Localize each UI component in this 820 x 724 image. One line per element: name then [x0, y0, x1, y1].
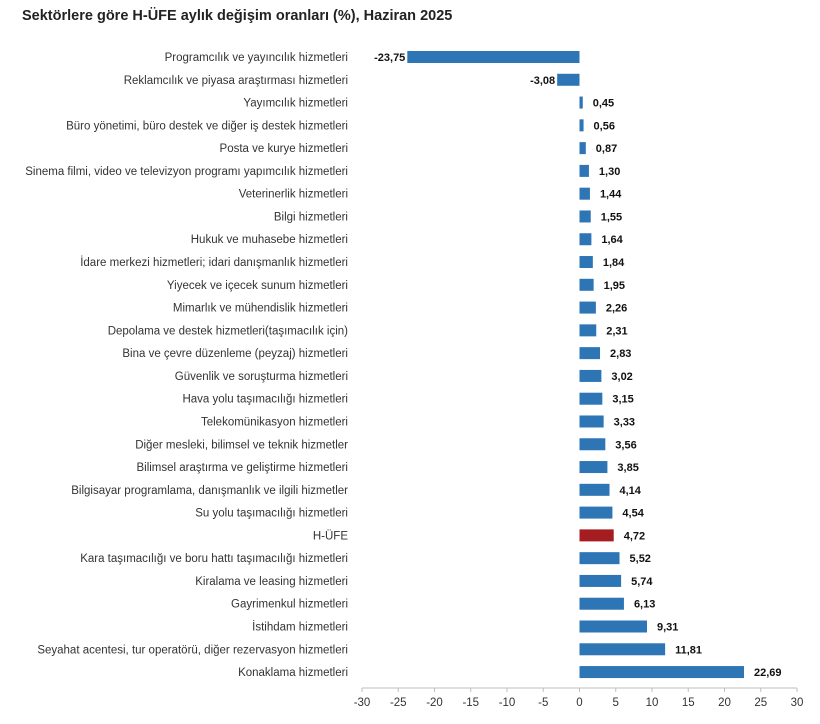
bar: [579, 142, 586, 155]
category-label: Güvenlik ve soruşturma hizmetleri: [175, 371, 348, 383]
bar: [579, 483, 610, 496]
bar: [579, 256, 593, 269]
bar: [579, 369, 602, 382]
x-tick-label: -5: [538, 697, 548, 709]
bar: [557, 73, 580, 86]
category-label: Diğer mesleki, bilimsel ve teknik hizmet…: [135, 439, 348, 451]
value-label: 1,84: [603, 257, 625, 269]
value-label: 11,81: [675, 644, 702, 656]
category-label: Büro yönetimi, büro destek ve diğer iş d…: [66, 120, 348, 132]
bar: [579, 666, 745, 679]
category-label: Bilgisayar programlama, danışmanlık ve i…: [71, 485, 348, 497]
value-label: 2,26: [606, 303, 627, 315]
value-label: 3,15: [612, 394, 633, 406]
category-label: Bilgi hizmetleri: [274, 211, 348, 223]
value-label: 1,55: [601, 211, 622, 223]
category-label: Programcılık ve yayıncılık hizmetleri: [165, 52, 348, 64]
value-label: 1,44: [600, 189, 622, 201]
category-label: Yayımcılık hizmetleri: [243, 98, 348, 110]
value-label: 4,14: [620, 485, 642, 497]
category-label: Hava yolu taşımacılığı hizmetleri: [182, 394, 348, 406]
x-tick-label: -15: [462, 697, 479, 709]
bar: [579, 438, 606, 451]
category-label: Gayrimenkul hizmetleri: [231, 599, 348, 611]
value-label: 0,45: [593, 98, 614, 110]
bar: [579, 552, 620, 565]
category-label: Bilimsel araştırma ve geliştirme hizmetl…: [136, 462, 348, 474]
value-label: 4,72: [624, 530, 645, 542]
category-label: İdare merkezi hizmetleri; idari danışman…: [80, 256, 348, 269]
bar: [579, 461, 608, 474]
category-label: Hukuk ve muhasebe hizmetleri: [191, 234, 348, 246]
bar: [579, 620, 647, 633]
value-label: 1,64: [601, 234, 623, 246]
value-label: 6,13: [634, 599, 655, 611]
x-tick-label: 0: [576, 697, 582, 709]
value-label: 9,31: [657, 622, 678, 634]
bar: [579, 96, 583, 109]
x-tick-label: -20: [426, 697, 443, 709]
x-tick-label: -10: [499, 697, 516, 709]
bar: [579, 233, 592, 246]
x-tick-label: 30: [791, 697, 804, 709]
bar: [579, 164, 589, 177]
bar: [579, 392, 603, 405]
category-label: Kiralama ve leasing hizmetleri: [195, 576, 348, 588]
category-label: Sinema filmi, video ve televizyon progra…: [25, 166, 348, 178]
x-tick-label: -30: [354, 697, 371, 709]
value-label: 5,74: [631, 576, 653, 588]
bar: [579, 597, 624, 610]
value-label: 0,87: [596, 143, 617, 155]
category-label: H-ÜFE: [313, 530, 348, 542]
category-label: Telekomünikasyon hizmetleri: [201, 416, 348, 428]
bar: [407, 51, 580, 63]
x-tick-label: 10: [646, 697, 659, 709]
x-tick-label: 20: [718, 697, 731, 709]
value-label: 4,54: [622, 508, 644, 520]
value-label: -3,08: [530, 75, 555, 87]
bar: [579, 506, 613, 519]
value-label: -23,75: [374, 52, 405, 64]
value-label: 3,02: [611, 371, 632, 383]
category-label: Veterinerlik hizmetleri: [239, 189, 348, 201]
category-label: Mimarlık ve mühendislik hizmetleri: [173, 303, 348, 315]
chart-title: Sektörlere göre H-ÜFE aylık değişim oran…: [22, 8, 453, 24]
category-label: Posta ve kurye hizmetleri: [220, 143, 348, 155]
bar: [579, 187, 590, 200]
value-label: 3,33: [614, 416, 635, 428]
value-label: 3,85: [617, 462, 638, 474]
category-label: Reklamcılık ve piyasa araştırması hizmet…: [124, 75, 348, 87]
bar: [579, 119, 584, 132]
bar: [579, 415, 604, 428]
bar-highlight: [579, 529, 614, 542]
category-label: İstihdam hizmetleri: [252, 621, 348, 634]
bar: [579, 278, 594, 291]
category-label: Seyahat acentesi, tur operatörü, diğer r…: [37, 644, 348, 656]
bar: [579, 347, 601, 360]
bar: [579, 643, 666, 656]
bar: [579, 324, 597, 337]
bar: [579, 574, 622, 587]
value-label: 3,56: [615, 439, 636, 451]
category-label: Kara taşımacılığı ve boru hattı taşımacı…: [80, 553, 348, 565]
x-tick-label: 5: [613, 697, 619, 709]
x-tick-label: 15: [682, 697, 695, 709]
category-label: Yiyecek ve içecek sunum hizmetleri: [167, 280, 348, 292]
value-label: 2,31: [606, 325, 627, 337]
x-tick-label: 25: [754, 697, 767, 709]
value-label: 2,83: [610, 348, 631, 360]
value-label: 5,52: [630, 553, 651, 565]
x-tick-label: -25: [390, 697, 407, 709]
value-label: 1,30: [599, 166, 620, 178]
value-label: 22,69: [754, 667, 782, 679]
value-label: 0,56: [594, 120, 615, 132]
bar: [579, 301, 596, 314]
category-label: Depolama ve destek hizmetleri(taşımacılı…: [108, 325, 348, 337]
category-label: Konaklama hizmetleri: [238, 667, 348, 679]
category-label: Bina ve çevre düzenleme (peyzaj) hizmetl…: [122, 348, 348, 360]
value-label: 1,95: [604, 280, 625, 292]
bar: [579, 210, 591, 223]
category-label: Su yolu taşımacılığı hizmetleri: [195, 508, 348, 520]
